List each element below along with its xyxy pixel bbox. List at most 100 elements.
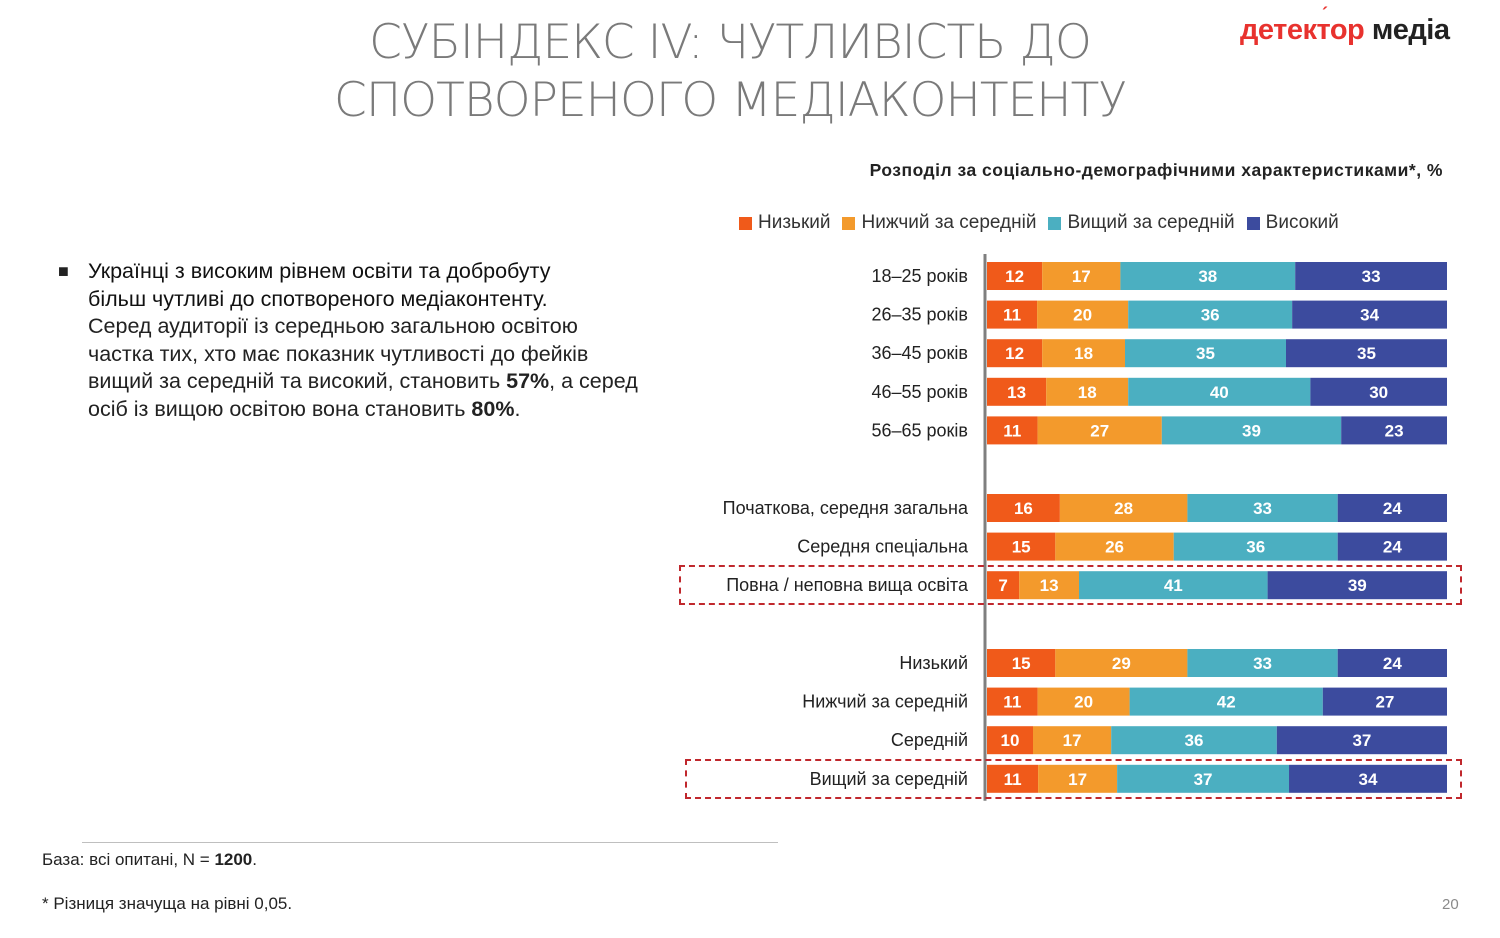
category-label: 36–45 років xyxy=(871,343,968,363)
bar-segment xyxy=(1037,300,1129,329)
bar-segment xyxy=(1055,532,1174,561)
chart-legend: Низький Нижчий за середній Вищий за сере… xyxy=(739,212,1351,234)
base-note-n: 1200 xyxy=(214,850,253,869)
bar-segment xyxy=(1111,726,1277,755)
bar-segment xyxy=(1120,262,1296,290)
bar-segment xyxy=(987,571,1020,600)
bar-segment xyxy=(987,300,1038,329)
data-label: 30 xyxy=(1369,383,1388,402)
data-label: 16 xyxy=(1014,499,1033,518)
data-label: 11 xyxy=(1003,693,1021,712)
data-label: 29 xyxy=(1112,654,1131,673)
finding-text-part-1: Серед аудиторії із середньою загальною о… xyxy=(88,314,589,393)
finding-bold-line-1: Українці з високим рівнем освіти та добр… xyxy=(88,259,551,283)
data-label: 10 xyxy=(1001,731,1020,750)
bar-segment xyxy=(1059,494,1188,522)
data-label: 42 xyxy=(1217,693,1236,712)
bar-segment xyxy=(1173,532,1338,561)
bullet-marker: ■ xyxy=(58,261,69,281)
data-label: 12 xyxy=(1005,344,1024,363)
logo-text-detector: детектор xyxy=(1240,14,1365,46)
bar-segment xyxy=(1310,377,1447,406)
bar-segment xyxy=(1161,416,1342,445)
data-label: 24 xyxy=(1383,538,1402,557)
bar-segment xyxy=(1079,571,1268,600)
bar-segment xyxy=(1055,649,1188,677)
legend-label-above-average: Вищий за середній xyxy=(1067,212,1235,233)
base-note-prefix: База: всі опитані, N = xyxy=(42,850,215,869)
data-label: 33 xyxy=(1253,499,1272,518)
bar-segment xyxy=(1128,300,1293,329)
data-label: 17 xyxy=(1063,731,1082,750)
data-label: 34 xyxy=(1359,770,1378,789)
data-label: 18 xyxy=(1074,344,1093,363)
data-label: 18 xyxy=(1078,383,1097,402)
data-label: 33 xyxy=(1253,654,1272,673)
data-label: 41 xyxy=(1164,576,1183,595)
data-label: 13 xyxy=(1007,383,1026,402)
category-label: Низький xyxy=(899,653,968,673)
bar-segment xyxy=(1046,377,1129,406)
finding-text-part-2: , а серед осіб із вищою освітою вона ста… xyxy=(88,369,638,421)
significance-note: * Різниця значуща на рівні 0,05. xyxy=(42,894,293,913)
bar-segment xyxy=(1042,339,1125,368)
data-label: 17 xyxy=(1072,267,1091,286)
legend-label-high: Високий xyxy=(1265,212,1339,233)
category-label: Нижчий за середній xyxy=(802,692,968,712)
data-label: 36 xyxy=(1246,538,1265,557)
bar-segment xyxy=(1286,339,1447,368)
page-title: СУБІНДЕКС IV: ЧУТЛИВІСТЬ ДО СПОТВОРЕНОГО… xyxy=(300,14,1160,130)
category-label: 56–65 років xyxy=(871,420,968,440)
bar-segment xyxy=(1019,571,1079,600)
data-label: 15 xyxy=(1012,538,1031,557)
highlight-box-вищий-за-середній xyxy=(685,758,1462,799)
base-note: База: всі опитані, N = 1200. xyxy=(42,850,257,870)
data-label: 24 xyxy=(1383,654,1402,673)
bar-segment xyxy=(1292,300,1447,329)
bar-segment xyxy=(1289,764,1447,793)
legend-swatch-above-average xyxy=(1048,216,1062,230)
bar-segment xyxy=(1187,494,1338,522)
bar-segment xyxy=(1322,687,1447,716)
bar-segment xyxy=(1042,262,1121,290)
data-label: 36 xyxy=(1185,731,1204,750)
data-label: 11 xyxy=(1003,421,1021,440)
page-number: 20 xyxy=(1442,896,1459,913)
bar-segment xyxy=(1337,494,1447,522)
bar-segment xyxy=(1341,416,1447,445)
bar-segment xyxy=(1337,532,1447,561)
bar-segment xyxy=(1125,339,1286,368)
data-label: 15 xyxy=(1012,654,1031,673)
data-label: 26 xyxy=(1105,538,1124,557)
data-label: 11 xyxy=(1004,770,1022,789)
category-label: 26–35 років xyxy=(871,305,968,325)
bar-segment xyxy=(987,494,1060,522)
bar-segment xyxy=(1129,687,1323,716)
bar-segment xyxy=(987,262,1043,290)
data-label: 11 xyxy=(1003,306,1021,325)
data-label: 37 xyxy=(1352,731,1371,750)
bar-segment xyxy=(987,532,1056,561)
logo-text-media: медіа xyxy=(1371,14,1450,46)
legend-item-low: Низький xyxy=(739,212,830,234)
bar-segment xyxy=(1033,726,1112,755)
legend-item-high: Високий xyxy=(1246,212,1339,234)
finding-bold-line-2: більш чутливі до спотвореного медіаконте… xyxy=(88,286,548,311)
category-label: Початкова, середня загальна xyxy=(723,498,969,518)
data-label: 39 xyxy=(1242,421,1261,440)
data-label: 33 xyxy=(1362,267,1381,286)
title-line-2: СПОТВОРЕНОГО МЕДІАКОНТЕНТУ xyxy=(334,73,1127,128)
category-label: 46–55 років xyxy=(871,382,968,402)
bar-segment xyxy=(1267,571,1447,600)
detector-media-logo: детектор медіа ´ xyxy=(1240,4,1450,47)
data-label: 39 xyxy=(1348,576,1367,595)
bar-segment xyxy=(987,726,1033,755)
bar-segment xyxy=(987,764,1039,793)
bar-segment xyxy=(1117,764,1290,793)
legend-swatch-high xyxy=(1246,216,1260,230)
bar-segment xyxy=(987,416,1038,445)
data-label: 37 xyxy=(1194,770,1213,789)
data-label: 36 xyxy=(1201,306,1220,325)
title-line-1: СУБІНДЕКС IV: ЧУТЛИВІСТЬ ДО xyxy=(369,15,1092,70)
bar-segment xyxy=(987,377,1047,406)
